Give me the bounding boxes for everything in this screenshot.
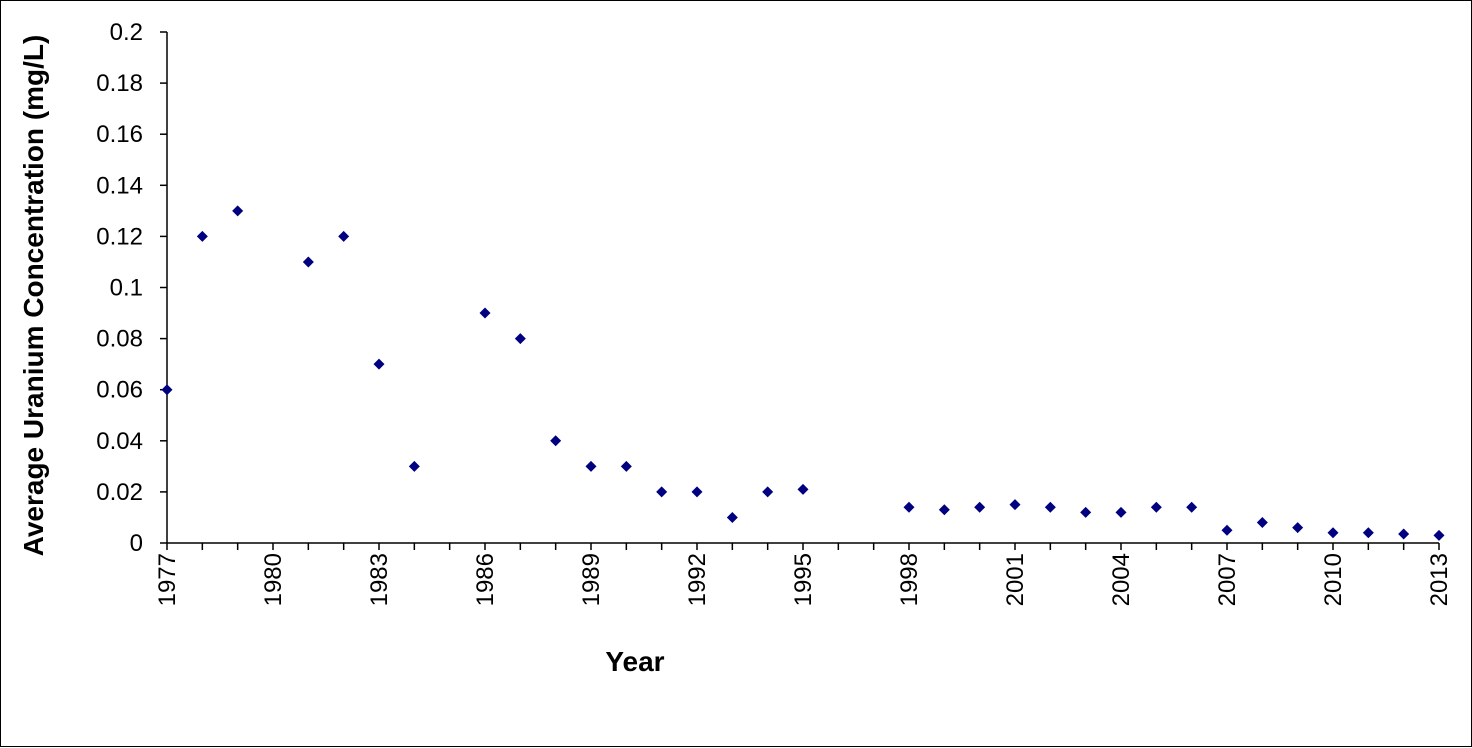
y-tick-label: 0.1: [110, 275, 143, 302]
data-point: [1256, 517, 1268, 529]
data-point: [373, 358, 385, 370]
y-tick-label: 0.12: [96, 223, 143, 250]
data-point: [1150, 501, 1162, 513]
data-point: [1186, 501, 1198, 513]
y-tick-label: 0.2: [110, 19, 143, 46]
data-point: [691, 486, 703, 498]
data-point: [161, 384, 173, 396]
x-axis-title: Year: [605, 646, 664, 677]
y-tick-label: 0.04: [96, 428, 143, 455]
y-tick-label: 0.02: [96, 479, 143, 506]
data-point: [1044, 501, 1056, 513]
y-tick-label: 0.14: [96, 172, 143, 199]
axes: [166, 32, 1439, 544]
data-point: [620, 460, 632, 472]
data-point: [762, 486, 774, 498]
data-point: [974, 501, 986, 513]
data-point: [656, 486, 668, 498]
data-point: [338, 230, 350, 242]
y-tick-label: 0.16: [96, 121, 143, 148]
y-tick-label: 0: [130, 530, 143, 557]
data-point: [1080, 506, 1092, 518]
y-axis-ticks: 0 0.02 0.04 0.06 0.08 0.1 0.12 0.14 0.16 0.18 0.2: [96, 19, 167, 557]
data-point: [585, 460, 597, 472]
x-tick-label: 1980: [260, 553, 287, 606]
data-point: [797, 483, 809, 495]
x-tick-label: 2007: [1214, 553, 1241, 606]
x-tick-label: 1989: [578, 553, 605, 606]
data-point: [302, 256, 314, 268]
x-tick-label: 2001: [1002, 553, 1029, 606]
x-tick-label: 1995: [790, 553, 817, 606]
x-axis-ticks: 1977 1980 1983 1986 1989 1992 1995 1998 2001 2004…: [154, 543, 1453, 606]
y-tick-label: 0.06: [96, 377, 143, 404]
y-tick-label: 0.08: [96, 326, 143, 353]
data-point: [1362, 527, 1374, 539]
data-point: [479, 307, 491, 319]
data-point: [196, 230, 208, 242]
data-point: [232, 205, 244, 217]
x-tick-label: 2010: [1320, 553, 1347, 606]
x-tick-label: 2013: [1426, 553, 1453, 606]
data-points: [161, 205, 1445, 541]
data-point: [1221, 524, 1233, 536]
x-tick-label: 2004: [1108, 553, 1135, 606]
data-point: [1115, 506, 1127, 518]
x-tick-label: 1992: [684, 553, 711, 606]
x-tick-label: 1986: [472, 553, 499, 606]
data-point: [550, 435, 562, 447]
data-point: [1009, 499, 1021, 511]
data-point: [1433, 529, 1445, 541]
x-tick-label: 1983: [366, 553, 393, 606]
data-point: [514, 333, 526, 345]
data-point: [408, 460, 420, 472]
data-point: [1292, 522, 1304, 534]
data-point: [1398, 528, 1410, 540]
data-point: [1327, 527, 1339, 539]
data-point: [726, 511, 738, 523]
y-axis-title: Average Uranium Concentration (mg/L): [18, 35, 49, 557]
data-point: [938, 504, 950, 516]
y-tick-label: 0.18: [96, 70, 143, 97]
x-tick-label: 1998: [896, 553, 923, 606]
data-point: [903, 501, 915, 513]
x-tick-label: 1977: [154, 553, 181, 606]
